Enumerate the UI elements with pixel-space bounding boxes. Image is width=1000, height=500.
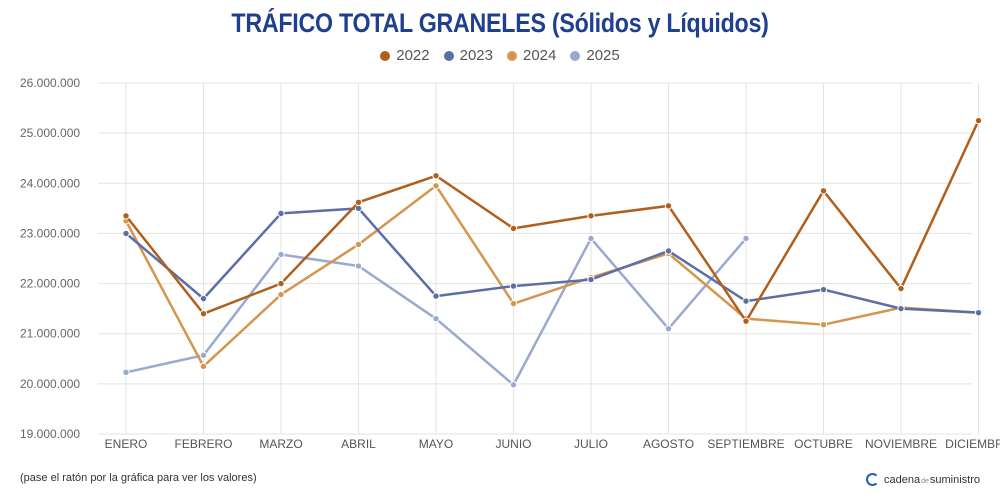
legend-item-2024[interactable]: 2024 bbox=[507, 47, 556, 64]
data-point-2025 bbox=[587, 234, 595, 243]
chart-legend: 2022 2023 2024 2025 bbox=[0, 47, 1000, 64]
brand-part3: suministro bbox=[929, 473, 980, 486]
data-point-2022 bbox=[432, 172, 440, 180]
data-point-2022 bbox=[509, 224, 518, 233]
series-line-2023 bbox=[125, 207, 979, 314]
data-point-2022 bbox=[587, 212, 595, 220]
data-point-2024 bbox=[432, 182, 440, 190]
data-point-2023 bbox=[897, 304, 905, 313]
series-line-2022 bbox=[125, 120, 980, 323]
x-tick-label: OCTUBRE bbox=[794, 437, 853, 451]
legend-dot-2024 bbox=[507, 50, 517, 61]
legend-item-2022[interactable]: 2022 bbox=[380, 47, 430, 64]
data-point-2022 bbox=[897, 284, 905, 293]
data-point-2022 bbox=[819, 187, 828, 195]
data-point-2023 bbox=[819, 285, 828, 294]
data-point-2023 bbox=[277, 209, 285, 218]
data-point-2025 bbox=[432, 314, 440, 323]
legend-item-2023[interactable]: 2023 bbox=[443, 47, 493, 64]
legend-dot-2025 bbox=[570, 50, 581, 61]
x-tick-label: NOVIEMBRE bbox=[865, 437, 937, 451]
legend-dot-2023 bbox=[443, 50, 454, 61]
legend-label-2023: 2023 bbox=[459, 47, 493, 64]
data-point-2024 bbox=[354, 240, 363, 249]
brand-part1: cadena bbox=[883, 473, 921, 486]
x-tick-label: MAYO bbox=[419, 437, 453, 451]
data-point-2024 bbox=[509, 299, 518, 308]
data-point-2023 bbox=[587, 275, 595, 284]
x-tick-label: JULIO bbox=[574, 437, 608, 451]
data-point-2023 bbox=[509, 282, 518, 290]
x-tick-label: DICIEMBRE bbox=[945, 437, 1000, 451]
footnote: (pase el ratón por la gráfica para ver l… bbox=[20, 472, 257, 484]
data-point-2023 bbox=[122, 229, 130, 238]
x-tick-label: MARZO bbox=[259, 437, 302, 451]
data-point-2022 bbox=[974, 116, 983, 125]
y-tick-label: 25.000.000 bbox=[20, 126, 80, 140]
data-point-2024 bbox=[277, 290, 285, 299]
data-point-2025 bbox=[277, 250, 285, 259]
x-tick-label: SEPTIEMBRE bbox=[707, 437, 784, 451]
data-point-2022 bbox=[277, 279, 285, 288]
data-point-2022 bbox=[354, 198, 363, 207]
data-point-2023 bbox=[432, 292, 440, 300]
brand-part2: de bbox=[921, 477, 929, 485]
legend-item-2025[interactable]: 2025 bbox=[570, 47, 620, 64]
y-tick-label: 23.000.000 bbox=[20, 226, 80, 240]
legend-label-2024: 2024 bbox=[523, 47, 557, 64]
data-point-2023 bbox=[664, 247, 673, 255]
data-point-2025 bbox=[354, 262, 363, 270]
data-point-2023 bbox=[742, 297, 750, 305]
legend-label-2025: 2025 bbox=[586, 47, 620, 64]
data-point-2023 bbox=[974, 308, 983, 317]
y-tick-label: 19.000.000 bbox=[20, 427, 80, 441]
data-point-2024 bbox=[819, 320, 828, 329]
x-tick-label: JUNIO bbox=[496, 437, 532, 451]
y-tick-label: 20.000.000 bbox=[20, 377, 80, 391]
x-tick-label: AGOSTO bbox=[643, 437, 694, 451]
data-point-2025 bbox=[122, 368, 130, 377]
data-point-2025 bbox=[664, 325, 673, 333]
x-tick-label: ENERO bbox=[105, 437, 148, 451]
brand-logo: cadenadesuministro bbox=[865, 473, 980, 486]
legend-label-2022: 2022 bbox=[396, 47, 430, 64]
brand-icon bbox=[865, 473, 879, 486]
data-point-2025 bbox=[199, 351, 208, 359]
x-tick-label: FEBRERO bbox=[174, 437, 232, 451]
legend-dot-2022 bbox=[380, 50, 391, 61]
data-point-2022 bbox=[742, 317, 750, 325]
chart-title: TRÁFICO TOTAL GRANELES (Sólidos y Líquid… bbox=[231, 8, 769, 38]
y-tick-label: 22.000.000 bbox=[20, 277, 80, 291]
y-tick-label: 26.000.000 bbox=[20, 76, 80, 90]
data-point-2022 bbox=[199, 309, 208, 318]
data-point-2022 bbox=[664, 202, 673, 210]
data-point-2022 bbox=[122, 212, 130, 220]
x-tick-label: ABRIL bbox=[341, 437, 376, 451]
y-tick-label: 24.000.000 bbox=[20, 176, 80, 190]
y-tick-label: 21.000.000 bbox=[20, 327, 80, 341]
data-point-2025 bbox=[742, 234, 750, 243]
data-point-2023 bbox=[199, 294, 208, 303]
data-point-2024 bbox=[199, 362, 208, 371]
data-point-2025 bbox=[509, 381, 518, 389]
series-line-2024 bbox=[124, 184, 979, 368]
